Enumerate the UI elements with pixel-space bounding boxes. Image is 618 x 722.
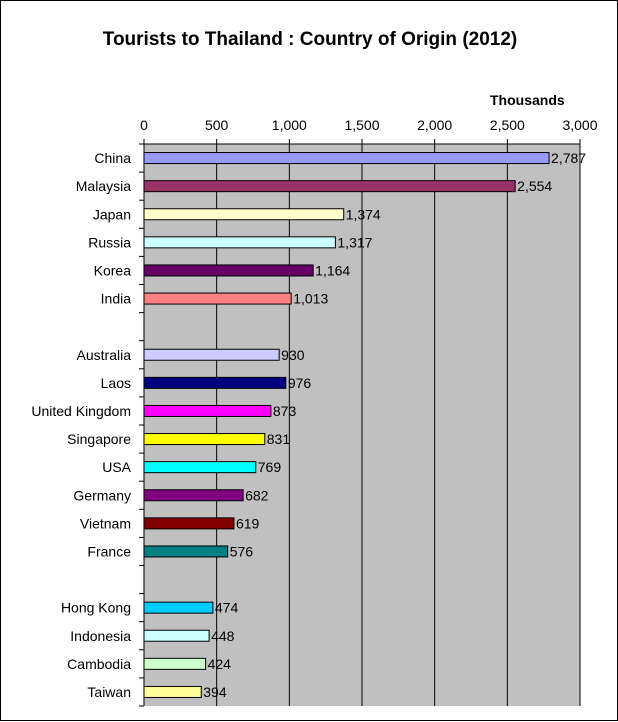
category-label: Russia	[88, 234, 131, 250]
data-label: 930	[281, 347, 305, 363]
data-label: 448	[211, 628, 235, 644]
x-tick-label: 500	[205, 117, 229, 133]
bar	[143, 292, 292, 305]
category-label: Germany	[73, 487, 131, 503]
category-label: China	[94, 150, 131, 166]
category-label: Malaysia	[76, 178, 131, 194]
data-label: 831	[267, 431, 291, 447]
bar	[143, 461, 257, 474]
x-tick-label: 2,500	[490, 117, 525, 133]
category-label: United Kingdom	[31, 403, 131, 419]
bar	[143, 180, 516, 193]
data-label: 394	[203, 684, 227, 700]
bar	[143, 601, 214, 614]
category-label: Australia	[77, 347, 132, 363]
bar	[143, 433, 266, 446]
data-label: 619	[236, 515, 260, 531]
x-tick-label: 0	[140, 117, 148, 133]
data-label: 873	[273, 403, 297, 419]
axis-unit-label: Thousands	[490, 92, 565, 108]
category-label: Indonesia	[70, 628, 131, 644]
x-tick-label: 2,000	[417, 117, 452, 133]
category-label: France	[87, 543, 131, 559]
data-label: 1,013	[293, 291, 328, 307]
data-label: 2,554	[517, 178, 552, 194]
x-tick-label: 1,000	[272, 117, 307, 133]
x-tick-label: 1,500	[344, 117, 379, 133]
bar	[143, 685, 202, 698]
bar	[143, 517, 235, 530]
category-label: Laos	[101, 375, 131, 391]
data-label: 976	[288, 375, 312, 391]
bar	[143, 376, 287, 389]
category-label: Japan	[93, 206, 131, 222]
bar	[143, 208, 345, 221]
data-label: 1,317	[337, 234, 372, 250]
data-label: 682	[245, 487, 269, 503]
data-label: 576	[230, 543, 254, 559]
category-label: India	[101, 291, 132, 307]
category-label: Cambodia	[67, 656, 131, 672]
bar	[143, 404, 272, 417]
category-label: Taiwan	[87, 684, 131, 700]
category-label: Vietnam	[80, 515, 131, 531]
bar	[143, 348, 280, 361]
data-label: 424	[208, 656, 232, 672]
data-label: 2,787	[551, 150, 586, 166]
category-label: Hong Kong	[61, 600, 131, 616]
bar	[143, 489, 244, 502]
category-label: USA	[102, 459, 131, 475]
bar	[143, 236, 336, 249]
bar	[143, 152, 550, 165]
data-label: 474	[215, 600, 239, 616]
chart-title: Tourists to Thailand : Country of Origin…	[102, 29, 518, 50]
category-label: Singapore	[67, 431, 131, 447]
bar	[143, 629, 210, 642]
data-label: 1,164	[315, 262, 350, 278]
data-label: 769	[258, 459, 282, 475]
bar	[143, 264, 314, 277]
category-label: Korea	[94, 262, 132, 278]
bar	[143, 657, 207, 670]
data-label: 1,374	[346, 206, 381, 222]
bar	[143, 545, 229, 558]
x-tick-label: 3,000	[562, 117, 597, 133]
